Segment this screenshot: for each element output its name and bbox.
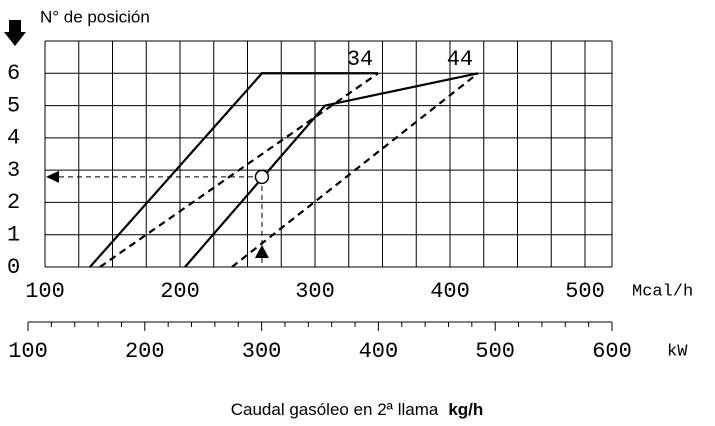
series-label: 34 [347, 47, 373, 72]
up-arrow [254, 245, 269, 258]
operating-point [254, 169, 270, 185]
series-line [89, 72, 379, 268]
x2-tick-label: 400 [359, 339, 399, 364]
series-line [99, 72, 379, 268]
chart-title: N° de posición [40, 7, 150, 26]
x-tick-label: 500 [565, 279, 605, 304]
x2-tick-label: 100 [8, 339, 48, 364]
footer: Caudal gasóleo en 2ª llama kg/h [231, 400, 484, 419]
left-arrow [46, 170, 59, 183]
x-tick-label: 300 [295, 279, 335, 304]
series-line [231, 72, 479, 268]
x2-tick-label: 500 [475, 339, 515, 364]
y-tick-label: 5 [7, 93, 20, 118]
down-arrow-icon [4, 20, 26, 46]
y-tick-label: 4 [7, 126, 20, 151]
y-tick-label: 2 [7, 190, 20, 215]
footer-text: Caudal gasóleo en 2ª llama [231, 400, 439, 419]
x2-tick-label: 600 [592, 339, 632, 364]
y-tick-label: 6 [7, 61, 20, 86]
series-label: 44 [447, 47, 473, 72]
x2-axis-unit: kW [667, 342, 688, 361]
series-line [184, 72, 479, 268]
x-tick-label: 400 [430, 279, 470, 304]
x2-tick-label: 200 [125, 339, 165, 364]
x-tick-label: 100 [25, 279, 65, 304]
y-tick-label: 0 [7, 255, 20, 280]
x-tick-label: 200 [160, 279, 200, 304]
x2-tick-label: 300 [242, 339, 282, 364]
y-tick-label: 3 [7, 158, 20, 183]
x-axis-unit: Mcal/h [632, 282, 693, 301]
footer-unit: kg/h [448, 400, 483, 419]
y-tick-label: 1 [7, 223, 20, 248]
